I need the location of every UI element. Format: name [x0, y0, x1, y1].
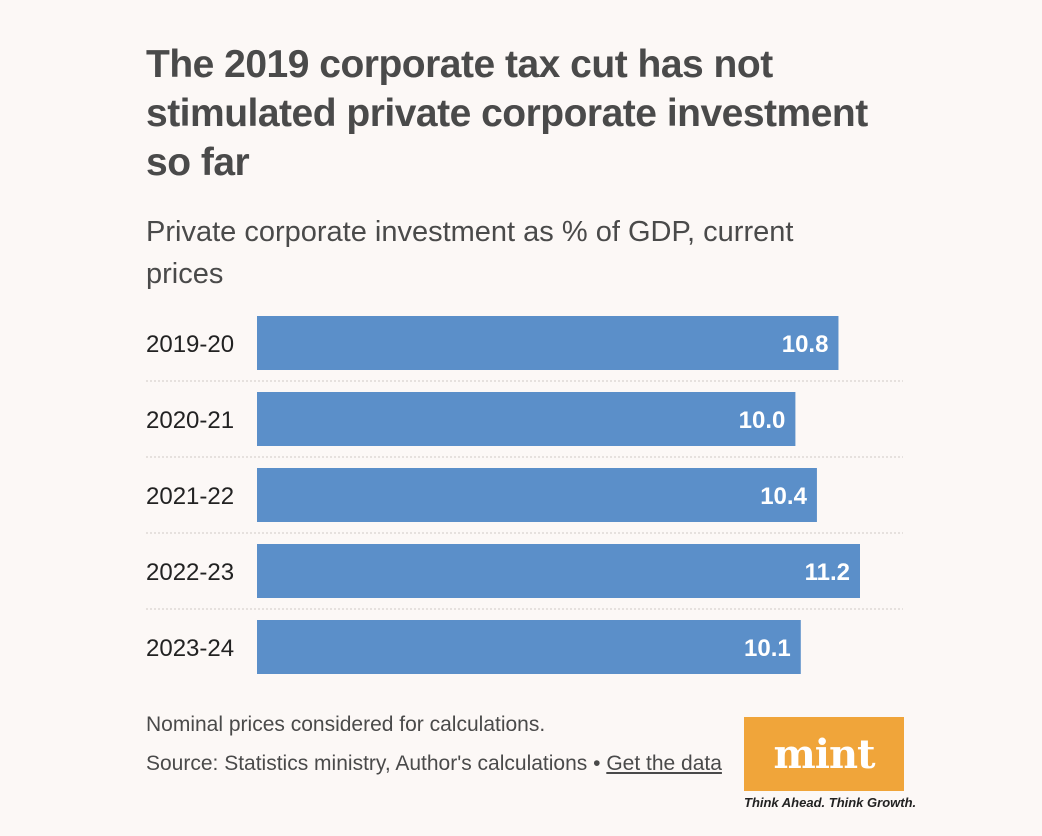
get-the-data-link[interactable]: Get the data: [606, 752, 722, 775]
bar-2020-21: [257, 392, 796, 446]
category-label-2022-23: 2022-23: [146, 559, 234, 586]
bar-2021-22: [257, 468, 817, 522]
category-label-2023-24: 2023-24: [146, 635, 234, 662]
value-label-2023-24: 10.1: [744, 635, 791, 662]
chart-title: The 2019 corporate tax cut has not stimu…: [146, 43, 868, 184]
category-label-2020-21: 2020-21: [146, 407, 234, 434]
chart-subtitle: Private corporate investment as % of GDP…: [146, 216, 794, 290]
bar-chart: 2019-20 10.8 2020-21 10.0 2021-22 10.4 2022-23…: [146, 316, 903, 674]
bar-2019-20: [257, 316, 839, 370]
value-label-2021-22: 10.4: [760, 483, 807, 510]
category-label-2019-20: 2019-20: [146, 331, 234, 358]
bar-2023-24: [257, 620, 801, 674]
bar-2022-23: [257, 544, 860, 598]
category-label-2021-22: 2021-22: [146, 483, 234, 510]
source-text: Source: Statistics ministry, Author's ca…: [146, 752, 607, 775]
mint-logo-text: mint: [773, 730, 875, 778]
value-label-2020-21: 10.0: [739, 407, 786, 434]
value-label-2019-20: 10.8: [782, 331, 829, 358]
source-line: Source: Statistics ministry, Author's ca…: [146, 749, 736, 779]
logo-tagline: Think Ahead. Think Growth.: [744, 795, 917, 810]
mint-logo: mint: [744, 717, 904, 791]
value-label-2022-23: 11.2: [805, 559, 850, 586]
footnote: Nominal prices considered for calculatio…: [146, 713, 546, 736]
